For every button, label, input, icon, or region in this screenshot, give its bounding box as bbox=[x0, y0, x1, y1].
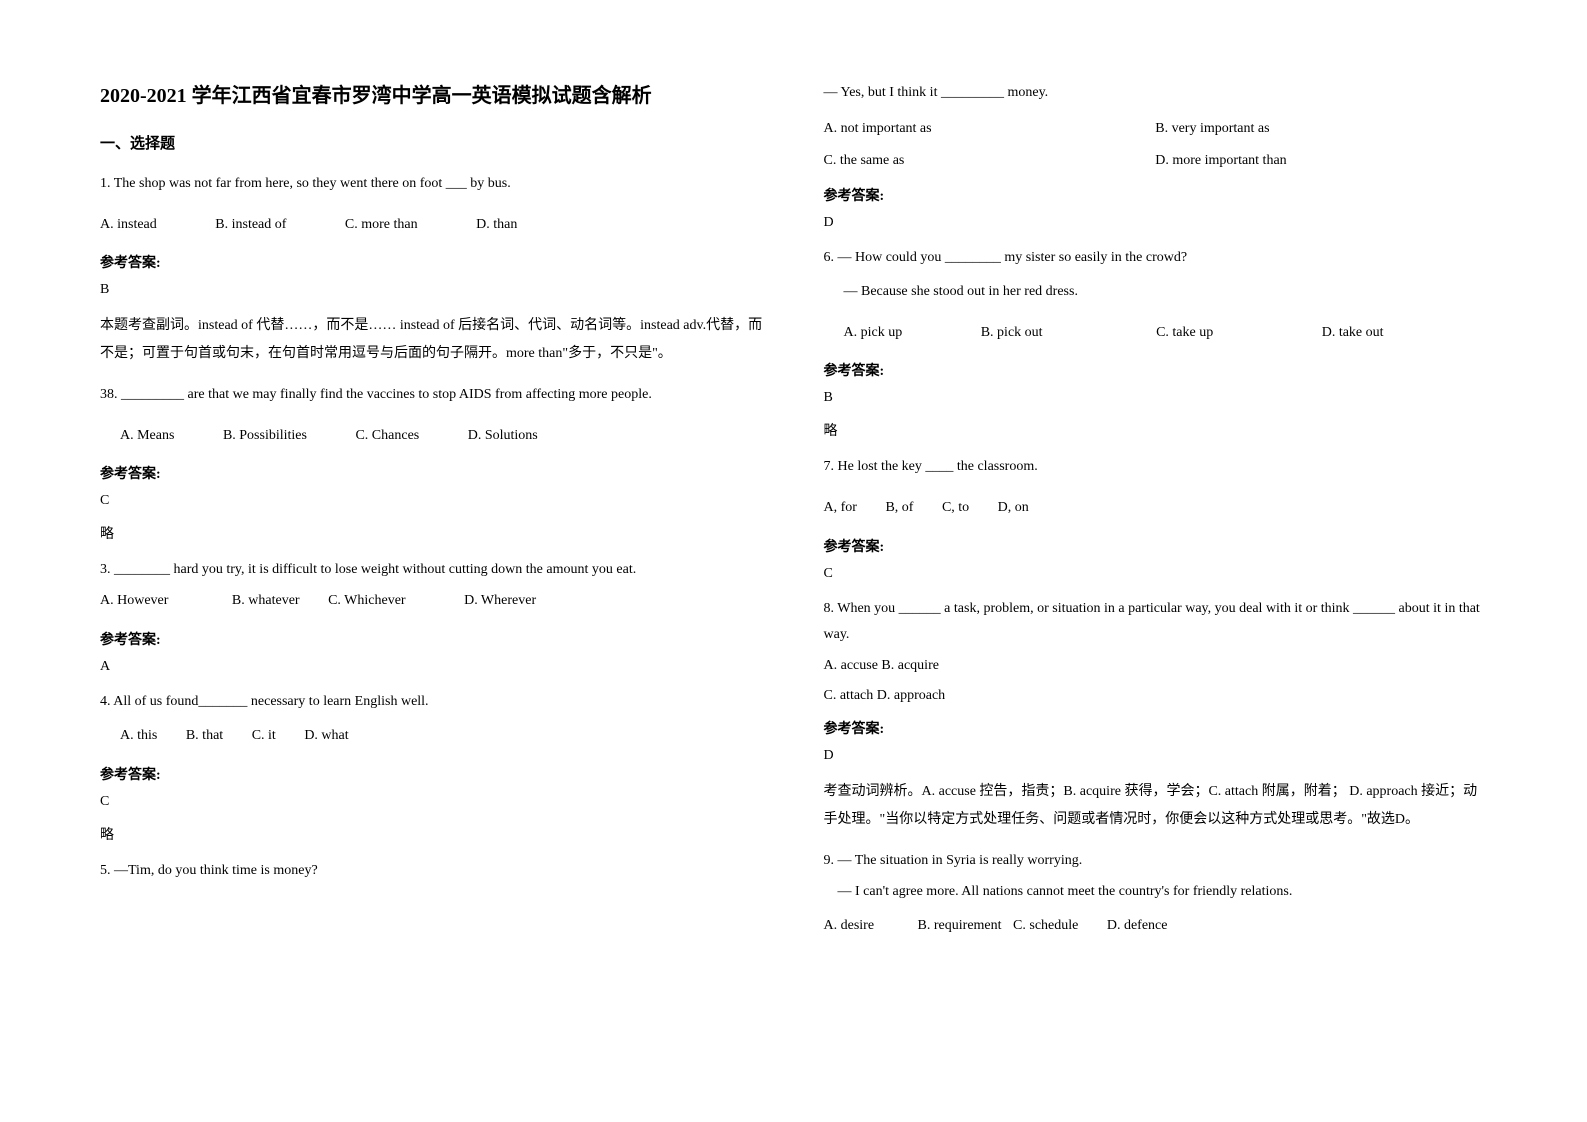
q3-ans-label: 参考答案: bbox=[100, 629, 764, 649]
q6-ans: B bbox=[824, 390, 1488, 406]
q8-ans: D bbox=[824, 748, 1488, 764]
q7-opt-b: B, of bbox=[885, 500, 913, 515]
q9-opt-c: C. schedule bbox=[1013, 918, 1078, 933]
q8-text: 8. When you ______ a task, problem, or s… bbox=[824, 596, 1488, 649]
q2-opt-d: D. Solutions bbox=[468, 428, 538, 443]
q5-options-row1: A. not important as B. very important as bbox=[824, 121, 1488, 137]
q6-opt-a: A. pick up bbox=[844, 320, 903, 347]
q1-options: A. instead B. instead of C. more than D.… bbox=[100, 212, 764, 239]
q8-line2: A. accuse B. acquire bbox=[824, 653, 1488, 680]
q6-skip: 略 bbox=[824, 420, 1488, 440]
q3-opt-c: C. Whichever bbox=[328, 593, 406, 608]
q2-opt-c: C. Chances bbox=[355, 428, 419, 443]
q1-opt-d: D. than bbox=[476, 212, 517, 239]
q9-opt-d: D. defence bbox=[1107, 918, 1168, 933]
q2-text: 38. _________ are that we may finally fi… bbox=[100, 382, 764, 409]
q9-options: A. desire B. requirement C. schedule D. … bbox=[824, 913, 1488, 940]
q4-opt-a: A. this bbox=[120, 728, 157, 743]
q4-skip: 略 bbox=[100, 824, 764, 844]
q3-opt-b: B. whatever bbox=[232, 593, 300, 608]
q5-line2: — Yes, but I think it _________ money. bbox=[824, 80, 1488, 107]
q3-opt-a: A. However bbox=[100, 593, 168, 608]
q2-opt-b: B. Possibilities bbox=[223, 428, 307, 443]
q3-opt-d: D. Wherever bbox=[464, 593, 536, 608]
q2-skip: 略 bbox=[100, 523, 764, 543]
q7-ans: C bbox=[824, 566, 1488, 582]
q6-opt-d: D. take out bbox=[1322, 320, 1384, 347]
q2-opt-a: A. Means bbox=[120, 428, 174, 443]
section-header: 一、选择题 bbox=[100, 132, 764, 153]
q4-text: 4. All of us found_______ necessary to l… bbox=[100, 689, 764, 716]
q5-ans-label: 参考答案: bbox=[824, 185, 1488, 205]
q4-opt-b: B. that bbox=[186, 728, 223, 743]
q3-text: 3. ________ hard you try, it is difficul… bbox=[100, 557, 764, 584]
exam-title: 2020-2021 学年江西省宜春市罗湾中学高一英语模拟试题含解析 bbox=[100, 80, 764, 112]
q6-ans-label: 参考答案: bbox=[824, 360, 1488, 380]
q4-ans: C bbox=[100, 794, 764, 810]
q5-ans: D bbox=[824, 215, 1488, 231]
q9-opt-a: A. desire bbox=[824, 918, 875, 933]
q6-line2: — Because she stood out in her red dress… bbox=[824, 279, 1488, 306]
q1-opt-c: C. more than bbox=[345, 212, 418, 239]
q1-ans-label: 参考答案: bbox=[100, 252, 764, 272]
q4-ans-label: 参考答案: bbox=[100, 764, 764, 784]
q7-options: A, for B, of C, to D, on bbox=[824, 495, 1488, 522]
q6-text: 6. — How could you ________ my sister so… bbox=[824, 245, 1488, 272]
left-column: 2020-2021 学年江西省宜春市罗湾中学高一英语模拟试题含解析 一、选择题 … bbox=[100, 80, 764, 954]
q6-opt-b: B. pick out bbox=[981, 320, 1043, 347]
q5-text: 5. —Tim, do you think time is money? bbox=[100, 858, 764, 885]
q6-opt-c: C. take up bbox=[1156, 320, 1213, 347]
q3-options: A. However B. whatever C. Whichever D. W… bbox=[100, 588, 764, 615]
q4-opt-d: D. what bbox=[304, 728, 348, 743]
q4-opt-c: C. it bbox=[252, 728, 276, 743]
q7-text: 7. He lost the key ____ the classroom. bbox=[824, 454, 1488, 481]
q1-opt-b: B. instead of bbox=[215, 212, 286, 239]
q3-ans: A bbox=[100, 659, 764, 675]
q7-opt-d: D, on bbox=[998, 500, 1029, 515]
q1-opt-a: A. instead bbox=[100, 212, 157, 239]
q9-text: 9. — The situation in Syria is really wo… bbox=[824, 848, 1488, 875]
right-column: — Yes, but I think it _________ money. A… bbox=[824, 80, 1488, 954]
q5-opt-b: B. very important as bbox=[1155, 121, 1487, 137]
q8-line3: C. attach D. approach bbox=[824, 683, 1488, 710]
q6-options: A. pick up B. pick out C. take up D. tak… bbox=[824, 320, 1488, 347]
q1-explain: 本题考查副词。instead of 代替……，而不是…… instead of … bbox=[100, 312, 764, 368]
q7-opt-c: C, to bbox=[942, 500, 969, 515]
q2-options: A. Means B. Possibilities C. Chances D. … bbox=[100, 423, 764, 450]
q5-options-row2: C. the same as D. more important than bbox=[824, 153, 1488, 169]
q8-explain: 考查动词辨析。A. accuse 控告，指责；B. acquire 获得，学会；… bbox=[824, 778, 1488, 834]
q2-ans-label: 参考答案: bbox=[100, 463, 764, 483]
q8-ans-label: 参考答案: bbox=[824, 718, 1488, 738]
q4-options: A. this B. that C. it D. what bbox=[100, 723, 764, 750]
q9-line2: — I can't agree more. All nations cannot… bbox=[824, 879, 1488, 906]
q5-opt-c: C. the same as bbox=[824, 153, 1156, 169]
q9-opt-b: B. requirement bbox=[918, 918, 1002, 933]
page-columns: 2020-2021 学年江西省宜春市罗湾中学高一英语模拟试题含解析 一、选择题 … bbox=[100, 80, 1487, 954]
q5-opt-a: A. not important as bbox=[824, 121, 1156, 137]
q1-text: 1. The shop was not far from here, so th… bbox=[100, 171, 764, 198]
q7-ans-label: 参考答案: bbox=[824, 536, 1488, 556]
q5-opt-d: D. more important than bbox=[1155, 153, 1487, 169]
q2-ans: C bbox=[100, 493, 764, 509]
q1-ans: B bbox=[100, 282, 764, 298]
q7-opt-a: A, for bbox=[824, 500, 857, 515]
